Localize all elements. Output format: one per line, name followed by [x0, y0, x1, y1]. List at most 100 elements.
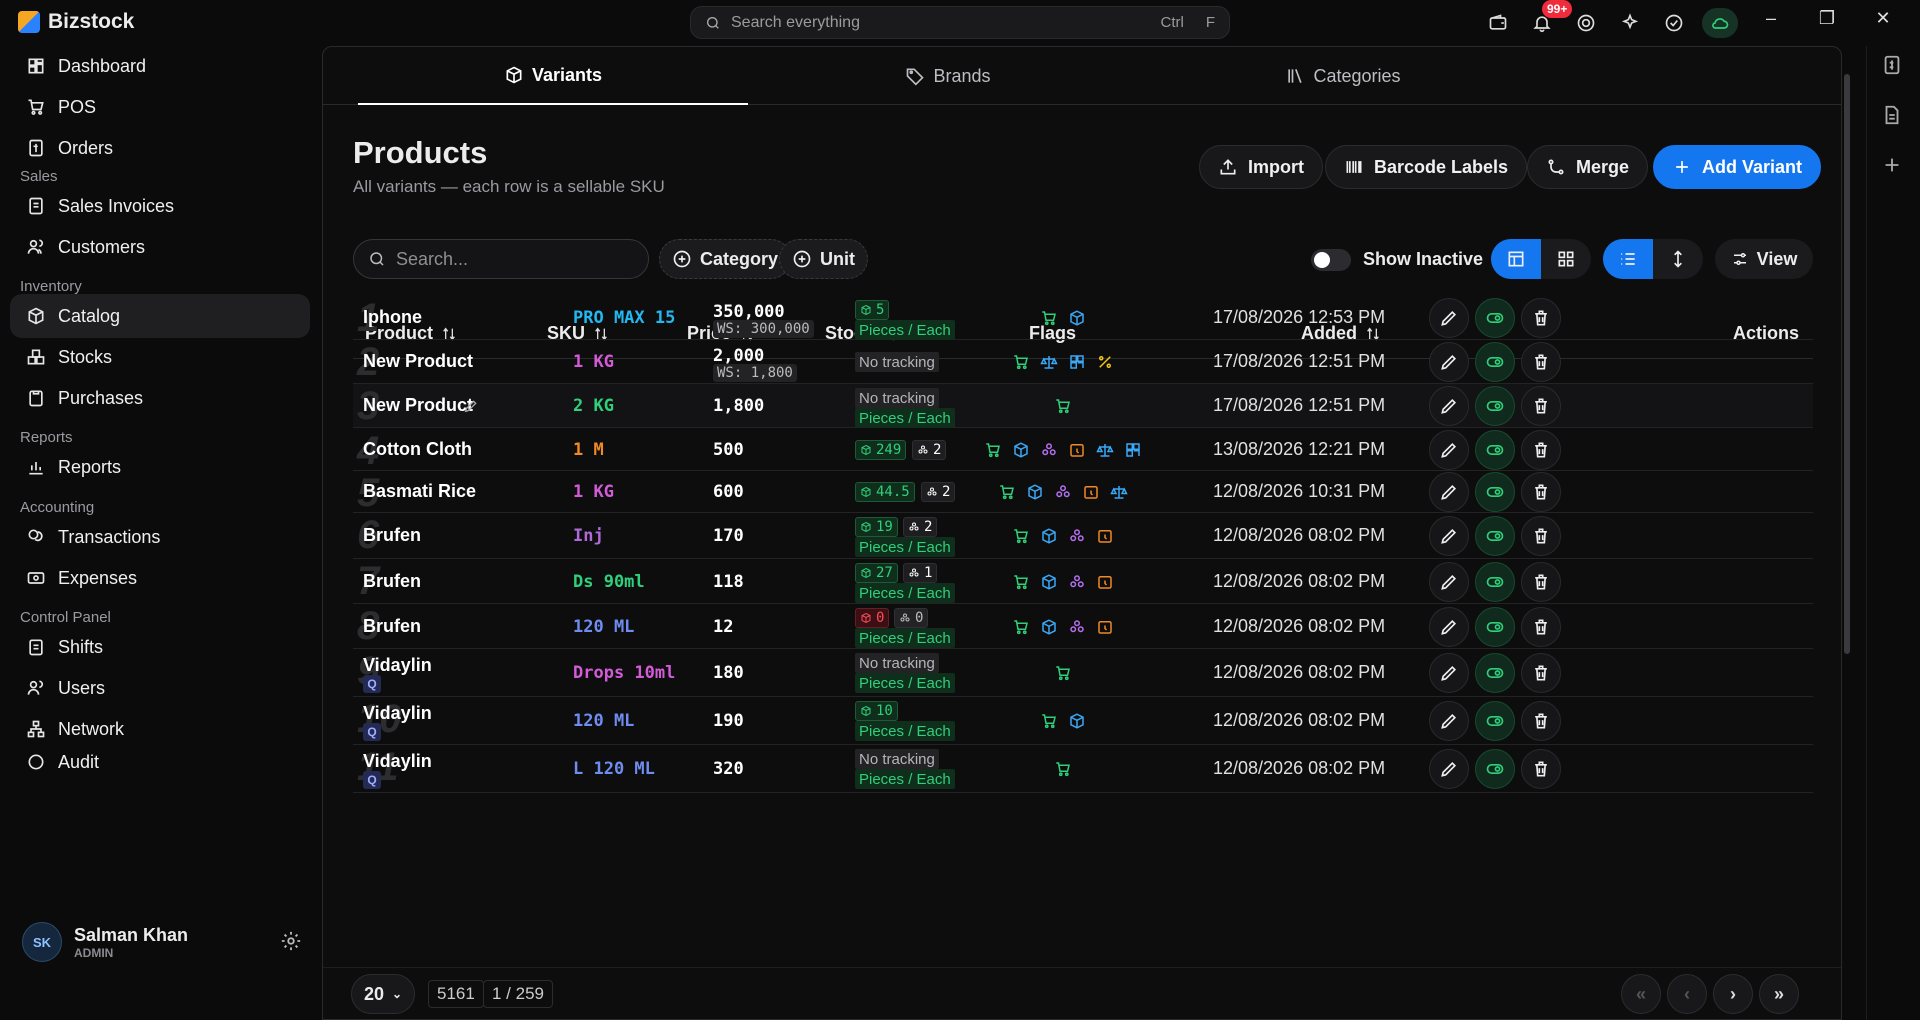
table-row[interactable]: 4 Cotton Cloth 1 M 500 249 2 13/08/2026 12:21 … — [353, 429, 1813, 473]
barcode-labels-button[interactable]: Barcode Labels — [1325, 145, 1528, 189]
table-row[interactable]: 6 Brufen Inj 170 19 2 Pieces / Each 12/08/2026 … — [353, 513, 1813, 559]
list-icon[interactable] — [1603, 239, 1653, 279]
wallet-icon[interactable] — [1476, 8, 1520, 38]
toggle-active-button[interactable] — [1475, 298, 1515, 338]
restore-icon[interactable]: ❐ — [1818, 8, 1836, 28]
close-icon[interactable]: ✕ — [1875, 8, 1891, 28]
sidebar-item-network[interactable]: Network — [10, 707, 310, 751]
toggle-active-button[interactable] — [1475, 342, 1515, 382]
delete-button[interactable] — [1521, 561, 1561, 602]
toggle-active-button[interactable] — [1475, 606, 1515, 647]
add-variant-button[interactable]: Add Variant — [1653, 145, 1822, 189]
prev-page-icon[interactable]: ‹ — [1667, 974, 1707, 1014]
table-row[interactable]: 8 Brufen 120 ML 12 0 0 Pieces / Each 12/08/2026… — [353, 604, 1813, 649]
scrollbar-thumb[interactable] — [1844, 74, 1850, 654]
help-ring-icon[interactable] — [1564, 8, 1608, 38]
edit-button[interactable] — [1429, 749, 1469, 789]
toggle-active-button[interactable] — [1475, 701, 1515, 741]
unit-filter-button[interactable]: Unit — [779, 239, 868, 279]
table-row[interactable]: 1 Iphone PRO MAX 15 350,000 WS: 300,000 5 Piec… — [353, 296, 1813, 340]
scrollbar[interactable] — [1844, 54, 1850, 1014]
edit-button[interactable] — [1429, 298, 1469, 338]
document-icon[interactable] — [1881, 104, 1905, 128]
toggle-active-button[interactable] — [1475, 561, 1515, 602]
pencil-icon[interactable] — [463, 398, 479, 414]
edit-button[interactable] — [1429, 430, 1469, 470]
col-product[interactable]: Product — [365, 323, 457, 344]
tab-brands[interactable]: Brands — [753, 47, 1143, 105]
delete-button[interactable] — [1521, 472, 1561, 512]
toggle-active-button[interactable] — [1475, 516, 1515, 556]
toggle-active-button[interactable] — [1475, 749, 1515, 789]
edit-button[interactable] — [1429, 342, 1469, 382]
minimize-icon[interactable]: – — [1765, 8, 1776, 28]
table-row[interactable]: 2 New Product 1 KG 2,000 WS: 1,800 No trackin… — [353, 340, 1813, 384]
edit-button[interactable] — [1429, 701, 1469, 741]
grid-view-icon[interactable] — [1541, 239, 1591, 279]
table-row[interactable]: 7 Brufen Ds 90ml 118 27 1 Pieces / Each 12/08/2… — [353, 559, 1813, 604]
search-input[interactable]: Search... — [353, 239, 649, 279]
delete-button[interactable] — [1521, 430, 1561, 470]
col-sku[interactable]: SKU — [547, 323, 609, 344]
gear-icon[interactable] — [280, 930, 302, 952]
user-profile[interactable]: SK Salman Khan ADMIN — [22, 916, 302, 968]
sidebar-item-pos[interactable]: POS — [10, 85, 310, 129]
first-page-icon[interactable]: « — [1621, 974, 1661, 1014]
sidebar-item-stocks[interactable]: Stocks — [10, 335, 310, 379]
bell-icon[interactable]: 99+ — [1520, 0, 1573, 38]
table-row[interactable]: 10 Vidaylin Q 120 ML 190 10 Pieces / Each 12/08… — [353, 697, 1813, 745]
delete-button[interactable] — [1521, 516, 1561, 556]
next-page-icon[interactable]: › — [1713, 974, 1753, 1014]
toggle-active-button[interactable] — [1475, 386, 1515, 426]
tab-variants[interactable]: Variants — [358, 47, 748, 105]
sidebar-item-customers[interactable]: Customers — [10, 225, 310, 269]
tab-categories[interactable]: Categories — [1148, 47, 1538, 105]
table-row[interactable]: 11 Vidaylin Q L 120 ML 320 No tracking Pieces … — [353, 745, 1813, 793]
sidebar-item-orders[interactable]: Orders — [10, 126, 310, 170]
delete-button[interactable] — [1521, 749, 1561, 789]
view-options-button[interactable]: View — [1715, 239, 1813, 279]
table-row[interactable]: 9 Vidaylin Q Drops 10ml 180 No tracking Pieces… — [353, 649, 1813, 697]
row-height-icon[interactable] — [1653, 239, 1703, 279]
page-size-select[interactable]: 20 ⌄ — [351, 974, 415, 1014]
global-search[interactable]: Search everything Ctrl F — [690, 6, 1230, 39]
merge-button[interactable]: Merge — [1527, 145, 1649, 189]
cloud-sync-icon[interactable] — [1702, 8, 1738, 38]
edit-button[interactable] — [1429, 472, 1469, 512]
check-circle-icon[interactable] — [1652, 8, 1696, 38]
delete-button[interactable] — [1521, 606, 1561, 647]
table-view-icon[interactable] — [1491, 239, 1541, 279]
delete-button[interactable] — [1521, 386, 1561, 426]
dollar-doc-icon[interactable] — [1881, 54, 1905, 78]
edit-button[interactable] — [1429, 386, 1469, 426]
delete-button[interactable] — [1521, 342, 1561, 382]
table-row[interactable]: 5 Basmati Rice 1 KG 600 44.5 2 12/08/2026 10:3… — [353, 471, 1813, 515]
sidebar-item-users[interactable]: Users — [10, 666, 310, 710]
toggle-active-button[interactable] — [1475, 653, 1515, 693]
last-page-icon[interactable]: » — [1759, 974, 1799, 1014]
sidebar-item-sales-invoices[interactable]: Sales Invoices — [10, 184, 310, 228]
toggle-active-button[interactable] — [1475, 472, 1515, 512]
sidebar-item-transactions[interactable]: Transactions — [10, 515, 310, 559]
show-inactive-toggle[interactable] — [1311, 249, 1351, 271]
plus-icon[interactable] — [1881, 154, 1905, 178]
sidebar-item-catalog[interactable]: Catalog — [10, 294, 310, 338]
delete-button[interactable] — [1521, 298, 1561, 338]
category-filter-button[interactable]: Category — [659, 239, 792, 279]
delete-button[interactable] — [1521, 701, 1561, 741]
sparkles-icon[interactable] — [1608, 8, 1652, 38]
sidebar-item-audit[interactable]: Audit — [10, 748, 310, 770]
edit-button[interactable] — [1429, 516, 1469, 556]
delete-button[interactable] — [1521, 653, 1561, 693]
toggle-active-button[interactable] — [1475, 430, 1515, 470]
edit-button[interactable] — [1429, 561, 1469, 602]
table-row[interactable]: 3 New Product 2 KG 1,800 No tracking Pieces /… — [353, 384, 1813, 428]
sidebar-item-shifts[interactable]: Shifts — [10, 625, 310, 669]
sidebar-item-expenses[interactable]: Expenses — [10, 556, 310, 600]
brand[interactable]: Bizstock — [18, 10, 134, 34]
import-button[interactable]: Import — [1199, 145, 1323, 189]
edit-button[interactable] — [1429, 606, 1469, 647]
edit-button[interactable] — [1429, 653, 1469, 693]
sidebar-item-purchases[interactable]: Purchases — [10, 376, 310, 420]
col-added[interactable]: Added — [1301, 323, 1381, 344]
